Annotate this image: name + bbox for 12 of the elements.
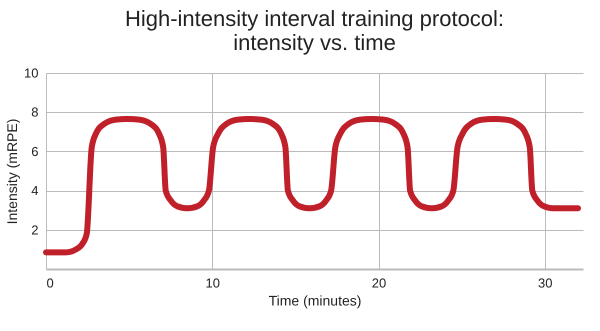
y-tick-label: 6 (31, 144, 38, 159)
x-tick-label: 0 (46, 276, 54, 290)
y-tick-label: 4 (31, 183, 38, 198)
chart-title: High-intensity interval training protocol: intensity vs. time (124, 6, 504, 55)
x-axis-title: Time (minutes) (268, 292, 362, 308)
y-tick-label: 8 (31, 104, 38, 120)
y-tick-label: 10 (24, 66, 38, 80)
y-axis-title: Intensity (mRPE) (4, 118, 20, 224)
x-tick-label: 20 (372, 276, 386, 290)
x-tick-label: 30 (538, 276, 552, 290)
x-tick-label: 10 (206, 276, 220, 290)
y-tick-label: 2 (31, 222, 38, 238)
